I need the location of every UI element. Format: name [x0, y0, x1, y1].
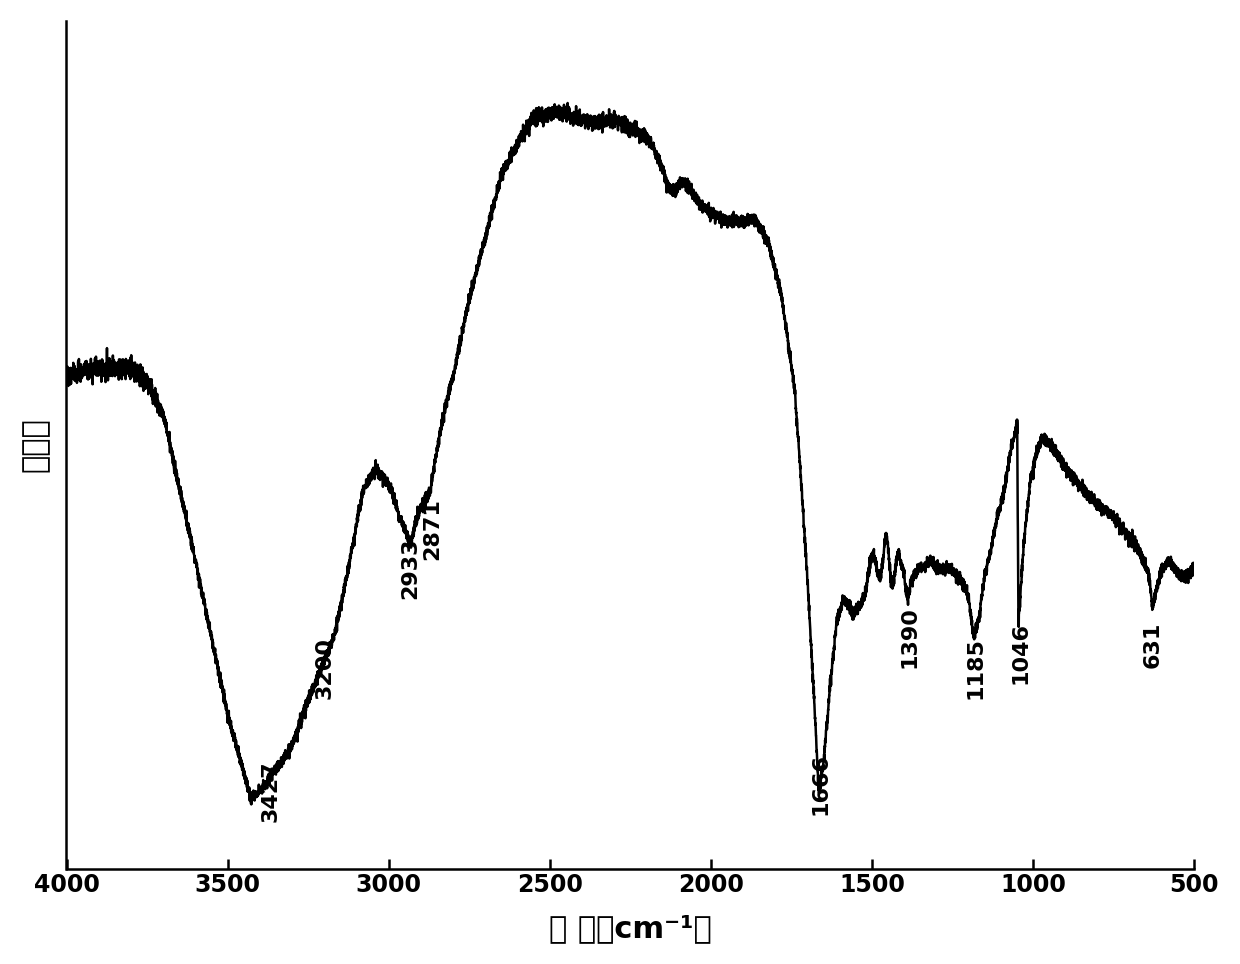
Text: 1046: 1046	[1011, 622, 1030, 683]
Text: 1666: 1666	[811, 753, 831, 815]
Text: 2871: 2871	[423, 498, 443, 560]
Text: 1185: 1185	[966, 637, 986, 699]
Text: 3200: 3200	[315, 637, 335, 699]
Text: 1390: 1390	[899, 606, 920, 668]
X-axis label: 波 数（cm⁻¹）: 波 数（cm⁻¹）	[549, 914, 712, 943]
Text: 2933: 2933	[401, 537, 420, 599]
Y-axis label: 透光率: 透光率	[21, 417, 50, 472]
Text: 3427: 3427	[260, 761, 280, 822]
Text: 631: 631	[1142, 622, 1163, 668]
